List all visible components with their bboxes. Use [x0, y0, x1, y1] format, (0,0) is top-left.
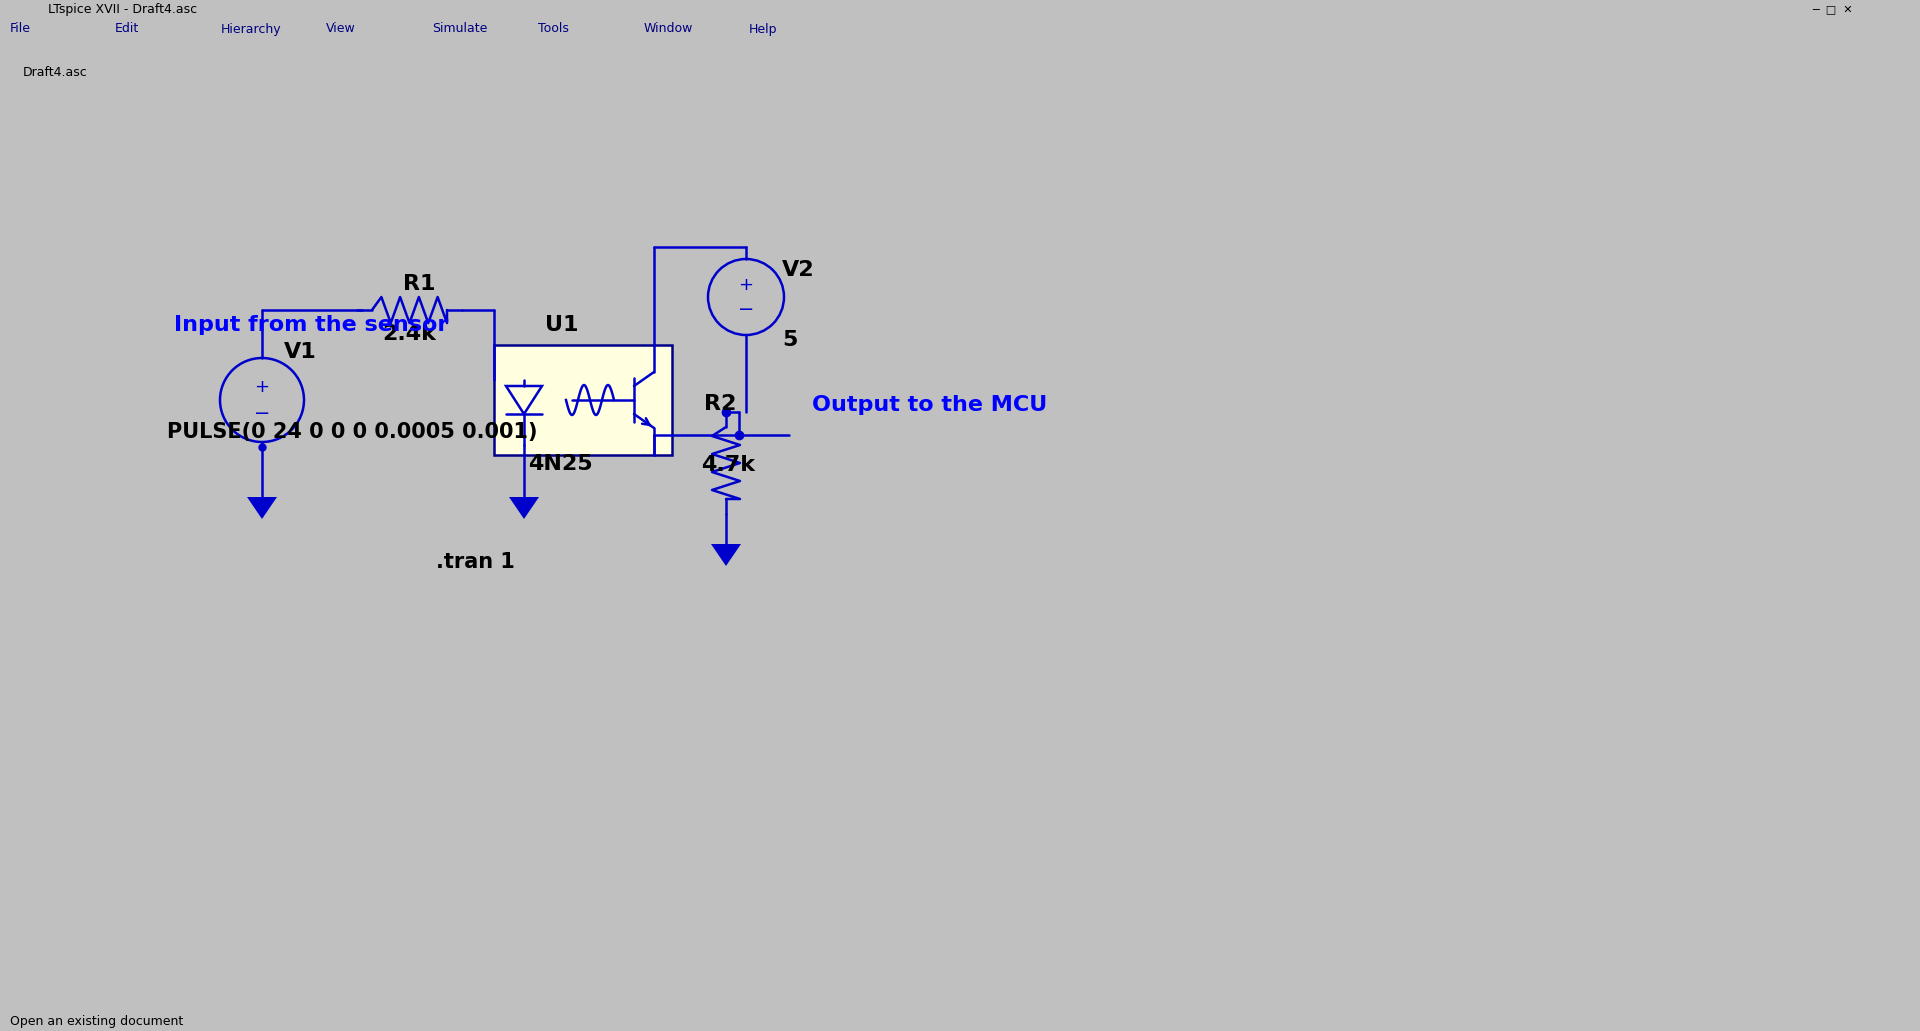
Text: Window: Window	[643, 23, 693, 35]
Text: View: View	[326, 23, 355, 35]
Polygon shape	[509, 497, 540, 519]
Text: −: −	[253, 404, 271, 424]
Text: LTspice XVII - Draft4.asc: LTspice XVII - Draft4.asc	[48, 2, 198, 15]
Text: R1: R1	[403, 274, 436, 294]
Text: Tools: Tools	[538, 23, 568, 35]
Text: Help: Help	[749, 23, 778, 35]
Polygon shape	[710, 544, 741, 566]
Text: 5: 5	[781, 330, 797, 350]
Text: U1: U1	[545, 315, 578, 335]
Text: File: File	[10, 23, 31, 35]
Text: 2.4k: 2.4k	[382, 324, 436, 344]
Polygon shape	[248, 497, 276, 519]
Text: +: +	[255, 378, 269, 396]
Text: Hierarchy: Hierarchy	[221, 23, 282, 35]
Text: ─  □  ✕: ─ □ ✕	[1812, 4, 1853, 14]
Text: Simulate: Simulate	[432, 23, 488, 35]
Text: R2: R2	[705, 394, 737, 414]
Text: Draft4.asc: Draft4.asc	[23, 66, 88, 78]
Text: Open an existing document: Open an existing document	[10, 1015, 182, 1028]
Text: +: +	[739, 276, 753, 294]
Text: Edit: Edit	[115, 23, 140, 35]
Text: .tran 1: .tran 1	[436, 552, 515, 572]
Bar	[493, 345, 672, 455]
Text: V1: V1	[284, 342, 317, 362]
Text: 4.7k: 4.7k	[701, 455, 755, 475]
Text: −: −	[737, 299, 755, 319]
Text: 4N25: 4N25	[528, 454, 591, 474]
Text: Input from the sensor: Input from the sensor	[175, 315, 449, 335]
Text: PULSE(0 24 0 0 0 0.0005 0.001): PULSE(0 24 0 0 0 0.0005 0.001)	[167, 422, 538, 442]
Text: Output to the MCU: Output to the MCU	[812, 395, 1046, 415]
Text: V2: V2	[781, 260, 814, 280]
